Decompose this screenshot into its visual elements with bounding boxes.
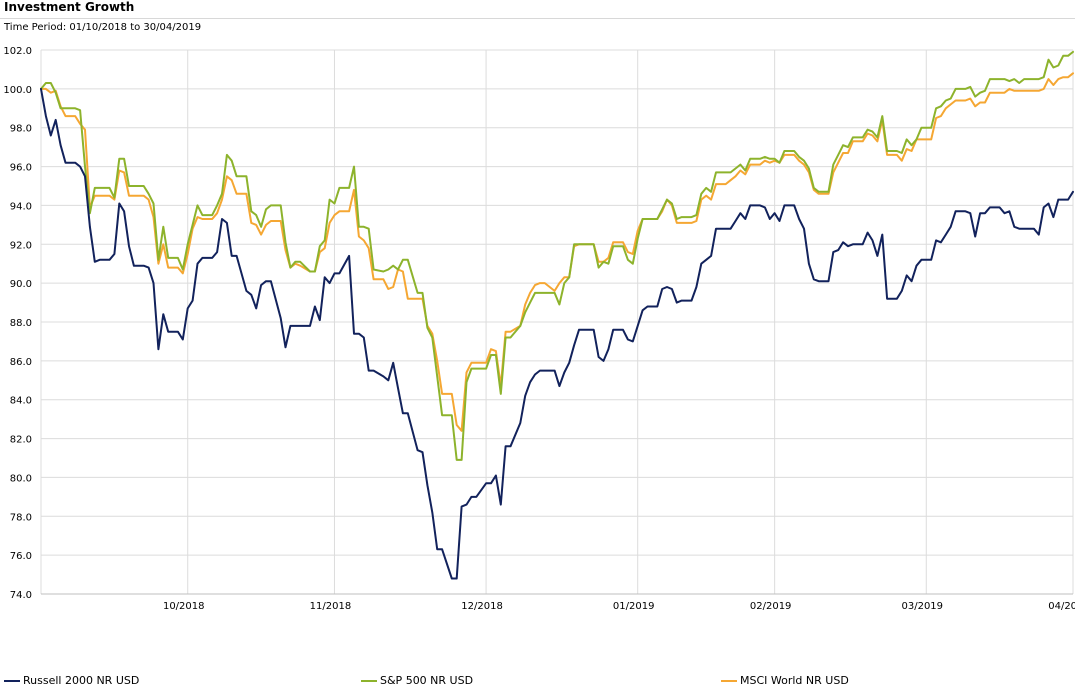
- y-tick-label: 94.0: [10, 201, 32, 212]
- legend-item-sp-500: S&P 500 NR USD: [361, 674, 473, 687]
- x-tick-label: 02/2019: [750, 601, 792, 612]
- series-line-russell-2000-nr-usd: [40, 87, 1074, 580]
- y-tick-label: 84.0: [10, 396, 32, 407]
- x-tick-label: 04/2019: [1048, 601, 1075, 612]
- legend-item-russell-2000: Russell 2000 NR USD: [4, 674, 139, 687]
- chart-title: Investment Growth: [4, 0, 135, 14]
- legend-swatch-msci-world: [721, 679, 737, 682]
- y-tick-label: 90.0: [10, 279, 32, 290]
- y-tick-label: 86.0: [10, 357, 32, 368]
- y-tick-label: 74.0: [10, 590, 32, 601]
- legend-label-sp-500: S&P 500 NR USD: [380, 674, 474, 687]
- legend-swatch-sp-500: [361, 679, 377, 682]
- y-tick-label: 98.0: [10, 124, 32, 135]
- legend-label-msci-world: MSCI World NR USD: [740, 674, 849, 687]
- y-tick-label: 92.0: [10, 240, 32, 251]
- y-tick-label: 102.0: [3, 46, 32, 57]
- x-tick-label: 10/2018: [163, 601, 205, 612]
- y-tick-label: 88.0: [10, 318, 32, 329]
- series-line-s-p-500-nr-usd: [40, 50, 1074, 461]
- y-tick-label: 76.0: [10, 551, 32, 562]
- x-tick-label: 11/2018: [310, 601, 352, 612]
- legend-item-msci-world: MSCI World NR USD: [721, 674, 849, 687]
- x-tick-label: 12/2018: [461, 601, 503, 612]
- legend-swatch-russell-2000: [4, 679, 20, 682]
- y-tick-label: 78.0: [10, 512, 32, 523]
- title-divider: [0, 18, 1075, 19]
- legend-label-russell-2000: Russell 2000 NR USD: [23, 674, 140, 687]
- y-tick-label: 82.0: [10, 435, 32, 446]
- y-tick-label: 96.0: [10, 163, 32, 174]
- chart-subtitle: Time Period: 01/10/2018 to 30/04/2019: [4, 22, 202, 33]
- y-tick-label: 100.0: [3, 85, 32, 96]
- x-tick-label: 03/2019: [901, 601, 943, 612]
- x-tick-label: 01/2019: [613, 601, 655, 612]
- y-tick-label: 80.0: [10, 473, 32, 484]
- series-line-msci-world-nr-usd: [40, 72, 1074, 432]
